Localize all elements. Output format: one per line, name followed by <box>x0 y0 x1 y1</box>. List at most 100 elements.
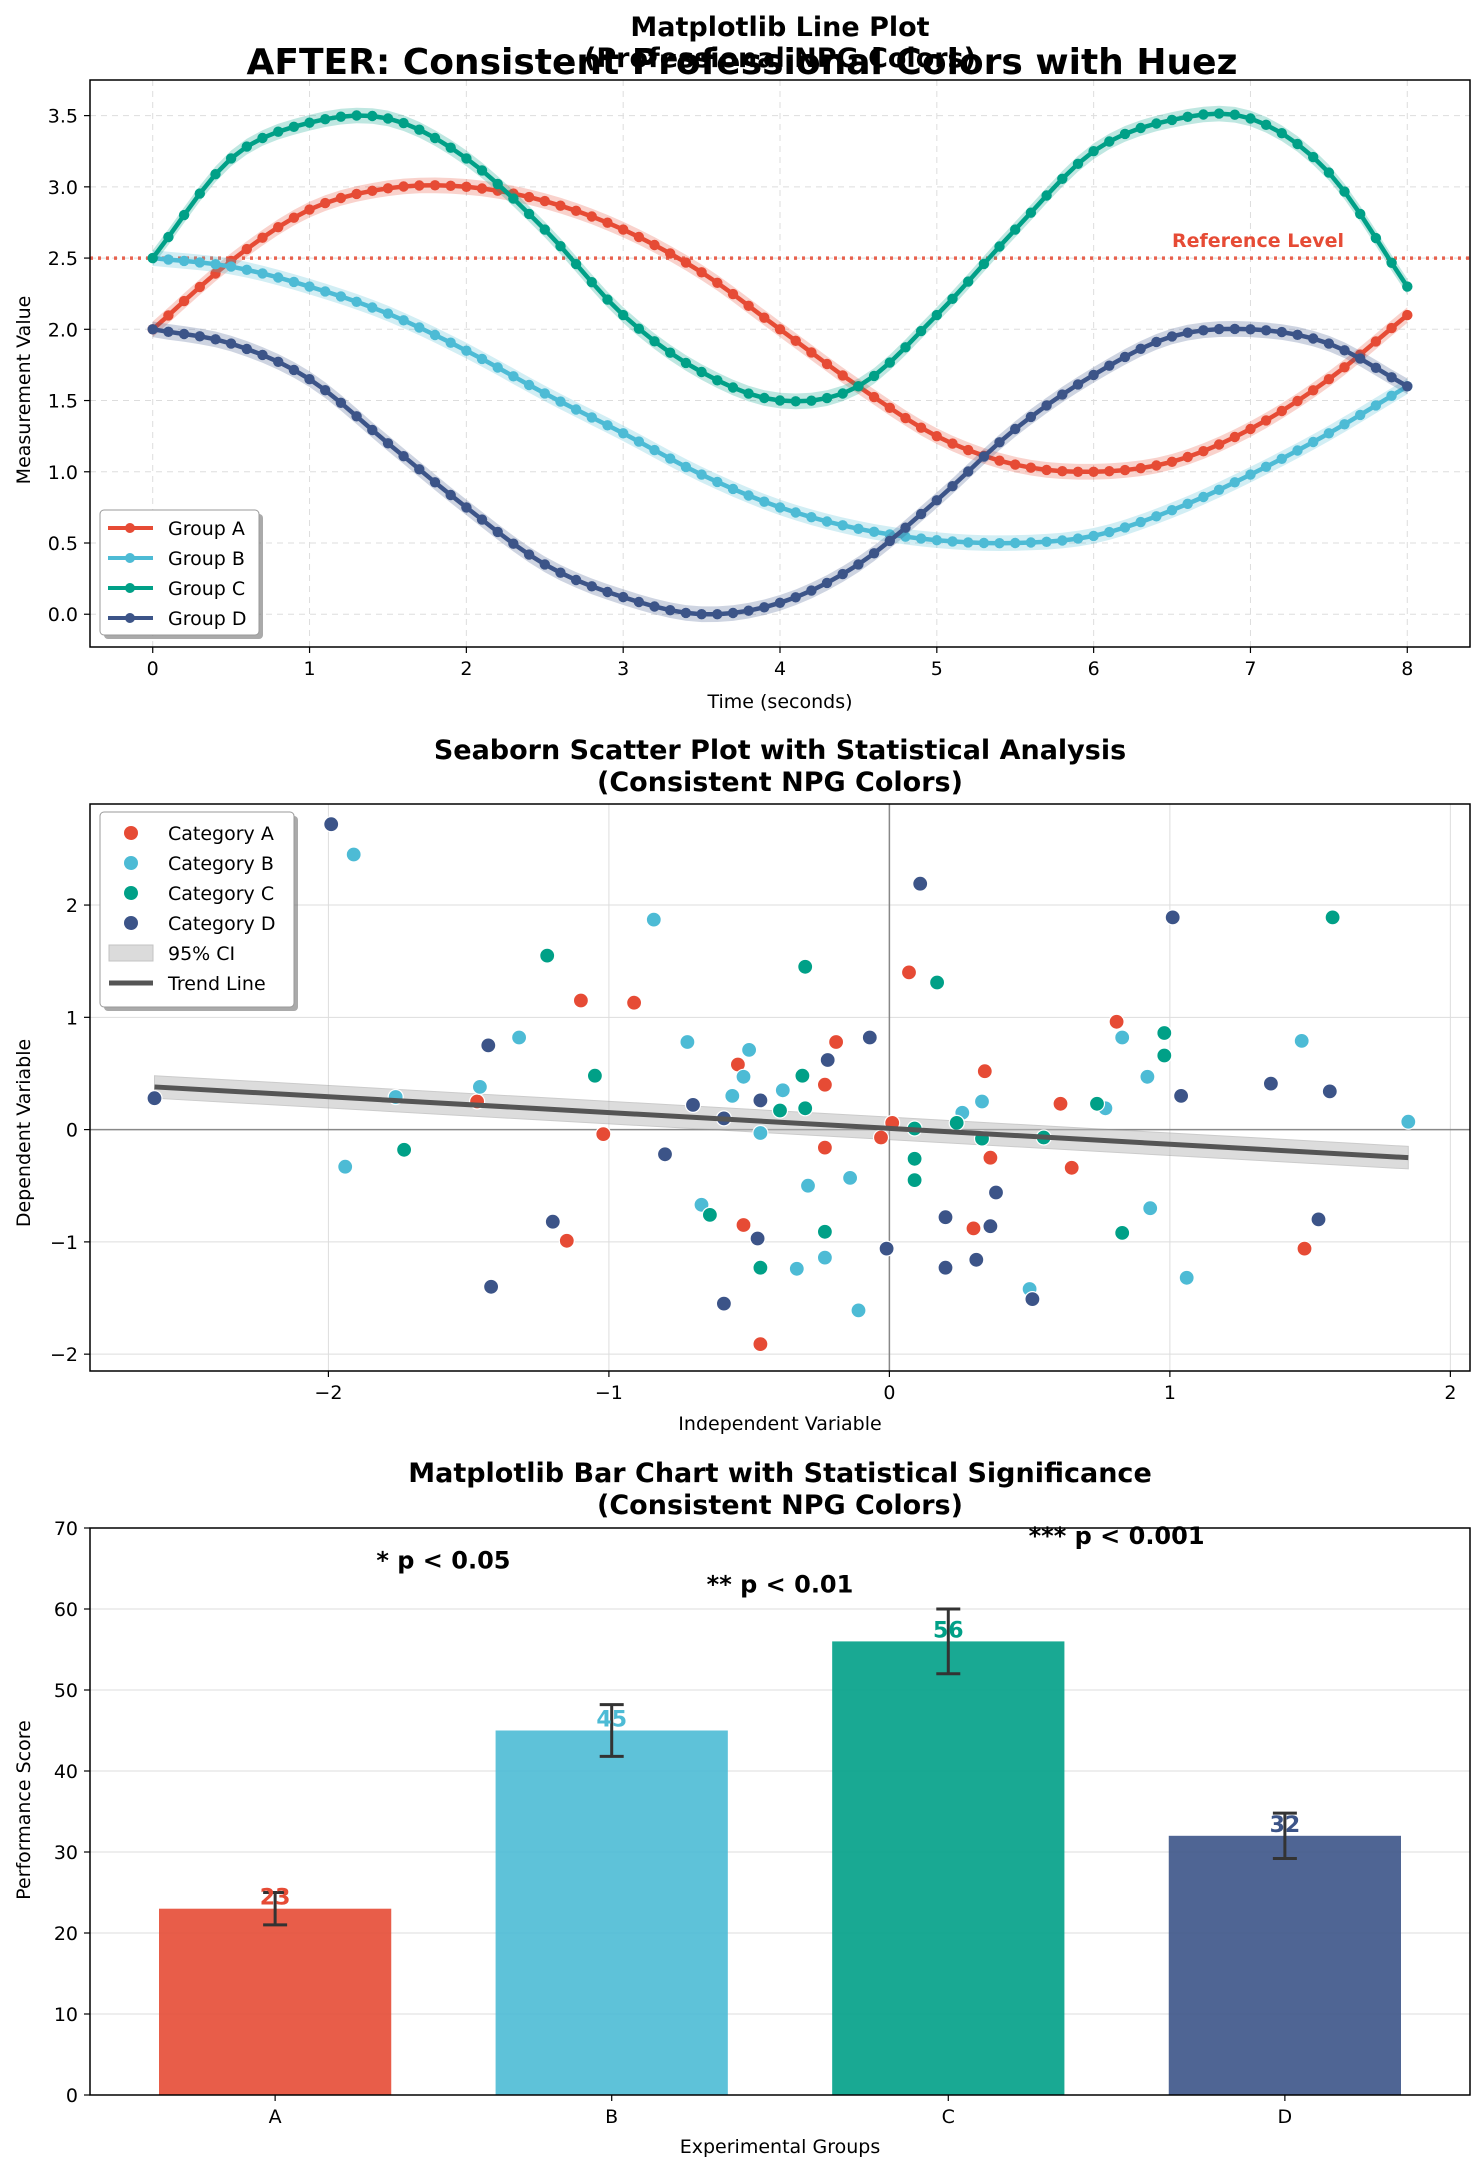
data-point <box>555 567 566 578</box>
scatter-point <box>906 1150 923 1167</box>
data-point <box>727 483 739 495</box>
data-point <box>618 428 629 439</box>
significance-annotation: *** p < 0.001 <box>1029 1522 1205 1550</box>
data-point <box>1198 491 1209 503</box>
data-point <box>1323 338 1335 349</box>
data-point <box>445 142 456 153</box>
data-point <box>806 395 817 406</box>
scatter-point <box>774 1082 791 1099</box>
legend-label-group-c: Group C <box>168 578 245 600</box>
bar-value-label: 32 <box>1270 1813 1301 1838</box>
x-tick-label: D <box>1278 2106 1293 2128</box>
data-point <box>523 208 535 220</box>
data-point <box>1088 466 1099 477</box>
bar-value-label: 23 <box>260 1886 291 1911</box>
data-point <box>884 402 895 413</box>
data-point <box>335 397 347 408</box>
scatter-point <box>976 1063 993 1080</box>
data-point <box>429 329 441 341</box>
x-tick-label: −1 <box>595 1382 623 1404</box>
data-point <box>1323 428 1335 439</box>
data-point <box>1072 379 1084 390</box>
data-point <box>1292 138 1303 150</box>
y-tick-label: 0 <box>66 2085 78 2107</box>
data-point <box>915 533 927 544</box>
data-point <box>147 324 158 335</box>
scatter-point <box>827 1033 845 1051</box>
data-point <box>1339 186 1350 197</box>
data-point <box>320 286 331 297</box>
data-point <box>727 607 739 619</box>
scatter-point <box>1142 1200 1159 1217</box>
scatter-point <box>715 1295 733 1312</box>
data-point <box>445 337 456 348</box>
y-tick-label: 50 <box>54 1680 78 1702</box>
y-tick-label: 20 <box>54 1923 78 1945</box>
series-group-c <box>147 105 1413 410</box>
data-point <box>931 495 942 506</box>
data-point <box>1260 415 1272 426</box>
data-point <box>382 183 394 194</box>
scatter-point <box>539 947 556 964</box>
data-point <box>461 153 472 164</box>
bar-group-c: 56 <box>832 1607 1065 2095</box>
data-point <box>963 276 974 287</box>
scatter-point <box>480 1037 497 1054</box>
data-point <box>680 607 692 619</box>
scatter-point <box>816 1076 834 1093</box>
data-point <box>304 374 315 385</box>
series-group-d <box>147 321 1413 623</box>
scatter-point <box>861 1029 878 1046</box>
data-point <box>1370 400 1382 411</box>
data-point <box>1088 369 1099 381</box>
data-point <box>1151 511 1162 522</box>
data-point <box>1088 146 1099 157</box>
data-point <box>759 392 770 404</box>
scatter-point <box>1310 1211 1327 1228</box>
data-point <box>1182 327 1193 338</box>
data-point <box>1386 322 1397 334</box>
data-point <box>523 549 535 560</box>
data-point <box>900 412 911 424</box>
data-point <box>994 437 1005 448</box>
data-point <box>743 388 754 399</box>
bar <box>495 1730 728 2095</box>
data-point <box>602 217 613 228</box>
data-point <box>351 188 362 200</box>
data-point <box>273 126 284 137</box>
data-point <box>853 523 864 534</box>
data-point <box>1229 477 1241 488</box>
bar-group-a: 23 <box>159 1886 392 2095</box>
data-point <box>994 538 1005 549</box>
data-point <box>1041 464 1052 476</box>
data-point <box>1041 536 1052 547</box>
data-point <box>288 121 300 132</box>
data-point <box>570 574 582 586</box>
bar-chart-ylabel: Performance Score <box>13 1720 35 1900</box>
data-point <box>868 391 880 403</box>
data-point <box>429 180 441 191</box>
data-point <box>461 345 472 356</box>
data-point <box>821 358 833 370</box>
data-point <box>225 153 237 164</box>
x-tick-label: 0 <box>147 658 159 680</box>
data-point <box>618 224 629 235</box>
scatter-plot-axes: −2 −1 0 1 2 −2 −1 0 1 2 <box>50 803 1471 1404</box>
scatter-plot-ylabel: Dependent Variable <box>13 1039 35 1227</box>
scatter-point <box>1262 1075 1280 1092</box>
series-group-b <box>147 250 1413 551</box>
data-point <box>1370 336 1382 347</box>
x-tick-label: 3 <box>617 658 629 680</box>
data-point <box>665 453 676 464</box>
data-point <box>743 490 754 501</box>
data-point <box>210 259 221 270</box>
data-point <box>178 295 190 307</box>
scatter-point <box>906 1171 923 1189</box>
data-point <box>947 293 958 304</box>
scatter-point <box>483 1278 500 1295</box>
x-tick-label: 2 <box>460 658 472 680</box>
data-point <box>163 326 174 337</box>
data-point <box>696 267 707 278</box>
data-point <box>492 178 503 190</box>
scatter-point <box>816 1249 834 1266</box>
